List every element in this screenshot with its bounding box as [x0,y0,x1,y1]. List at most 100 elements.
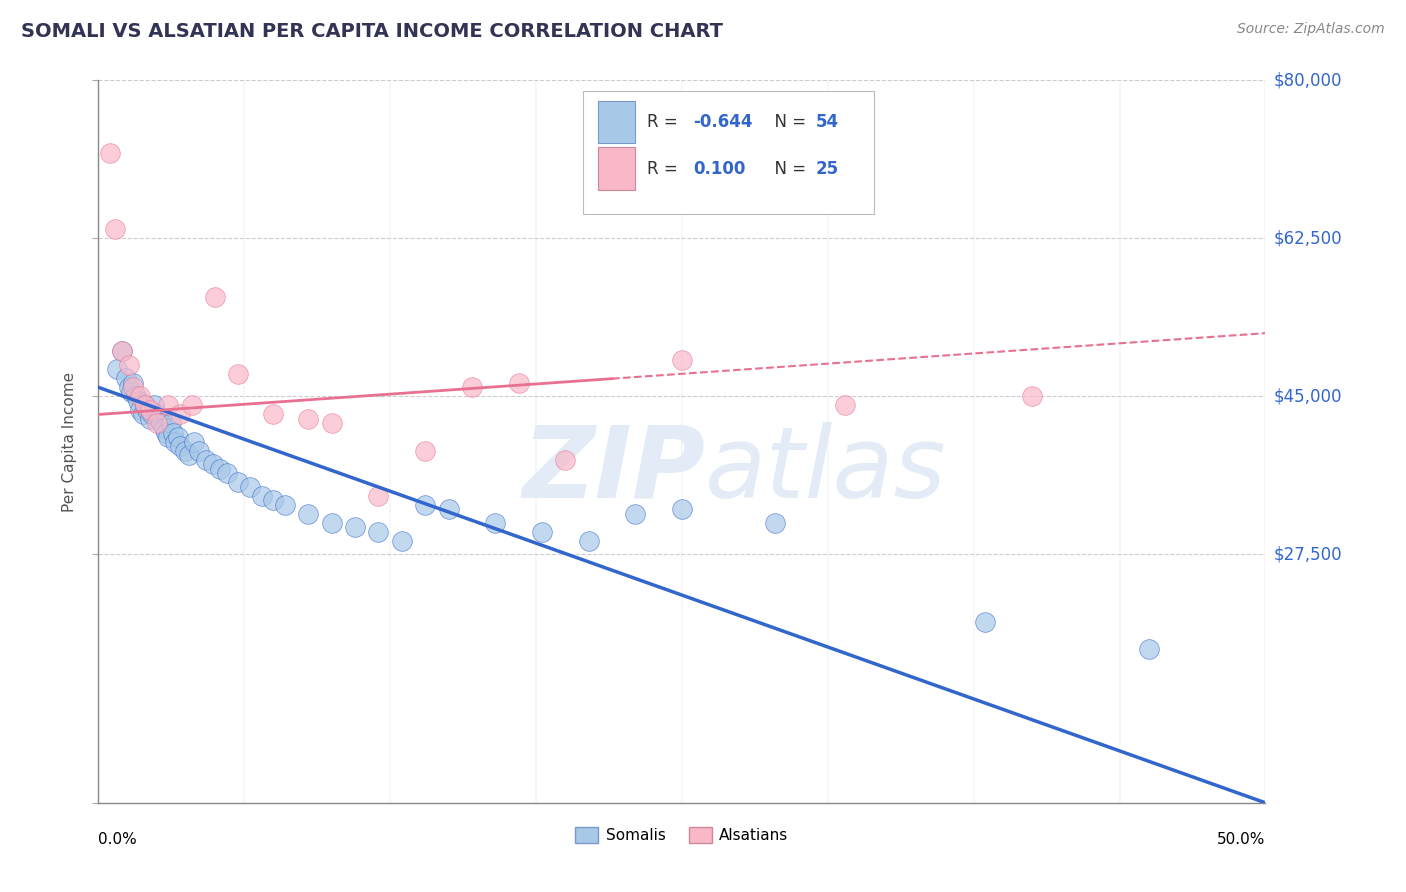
Text: 0.100: 0.100 [693,160,747,178]
Point [146,417,169,431]
Point [157,430,180,444]
Point [508,376,530,390]
Point [134,398,156,412]
Point [159,417,181,431]
Point [671,502,693,516]
Point [173,443,195,458]
Text: 54: 54 [815,112,839,131]
Point [239,480,262,494]
Point [208,461,231,475]
Point [671,353,693,368]
Point [228,367,250,381]
Text: SOMALI VS ALSATIAN PER CAPITA INCOME CORRELATION CHART: SOMALI VS ALSATIAN PER CAPITA INCOME COR… [21,22,723,41]
Y-axis label: Per Capita Income: Per Capita Income [62,371,77,512]
Text: N =: N = [763,160,811,178]
Text: $62,500: $62,500 [1274,229,1343,247]
Point [228,475,250,490]
Point [262,493,284,508]
Point [194,452,217,467]
Point [763,516,786,530]
Point [132,408,155,422]
Text: -0.644: -0.644 [693,112,754,131]
Point [141,408,163,422]
Text: 50.0%: 50.0% [1218,831,1265,847]
Point [367,524,389,539]
Text: $27,500: $27,500 [1274,545,1343,564]
Point [180,398,202,412]
Point [344,520,367,534]
Point [274,498,297,512]
FancyBboxPatch shape [598,101,636,143]
Point [98,145,121,160]
Point [215,466,238,480]
Text: R =: R = [647,112,683,131]
Point [834,398,856,412]
Point [120,384,142,399]
Point [115,371,138,385]
FancyBboxPatch shape [582,91,875,214]
Point [262,408,284,422]
Point [624,507,647,521]
Legend: Somalis, Alsatians: Somalis, Alsatians [569,822,794,849]
Point [104,222,127,236]
Text: atlas: atlas [706,422,946,519]
Point [150,417,173,431]
Point [321,516,343,530]
Point [122,380,145,394]
FancyBboxPatch shape [598,147,636,190]
Point [413,443,436,458]
Point [169,408,191,422]
Point [437,502,460,516]
Point [484,516,506,530]
Point [134,398,156,412]
Point [118,380,141,394]
Point [127,393,149,408]
Point [155,425,177,440]
Point [125,389,148,403]
Point [578,533,600,548]
Point [1021,389,1043,403]
Point [201,457,224,471]
Point [250,489,273,503]
Point [136,403,159,417]
Point [165,434,187,449]
Text: R =: R = [647,160,688,178]
Point [187,443,209,458]
Point [139,403,162,417]
Text: ZIP: ZIP [522,422,706,519]
Point [157,398,180,412]
Point [148,412,170,426]
Point [169,439,191,453]
Point [391,533,413,548]
Point [146,408,169,422]
Point [129,389,152,403]
Point [143,398,166,412]
Point [461,380,484,394]
Text: Source: ZipAtlas.com: Source: ZipAtlas.com [1237,22,1385,37]
Point [367,489,389,503]
Text: $80,000: $80,000 [1274,71,1343,89]
Point [166,430,188,444]
Point [122,376,145,390]
Point [179,448,201,462]
Text: 25: 25 [815,160,839,178]
Point [118,358,141,372]
Point [129,403,152,417]
Point [183,434,205,449]
Point [530,524,553,539]
Point [152,421,174,435]
Point [204,290,226,304]
Text: N =: N = [763,112,811,131]
Point [111,344,134,359]
Point [297,412,319,426]
Point [554,452,576,467]
Point [974,615,997,630]
Point [297,507,319,521]
Point [105,362,128,376]
Point [321,417,343,431]
Point [162,425,184,440]
Point [413,498,436,512]
Text: $45,000: $45,000 [1274,387,1343,405]
Text: 0.0%: 0.0% [98,831,138,847]
Point [1137,642,1160,657]
